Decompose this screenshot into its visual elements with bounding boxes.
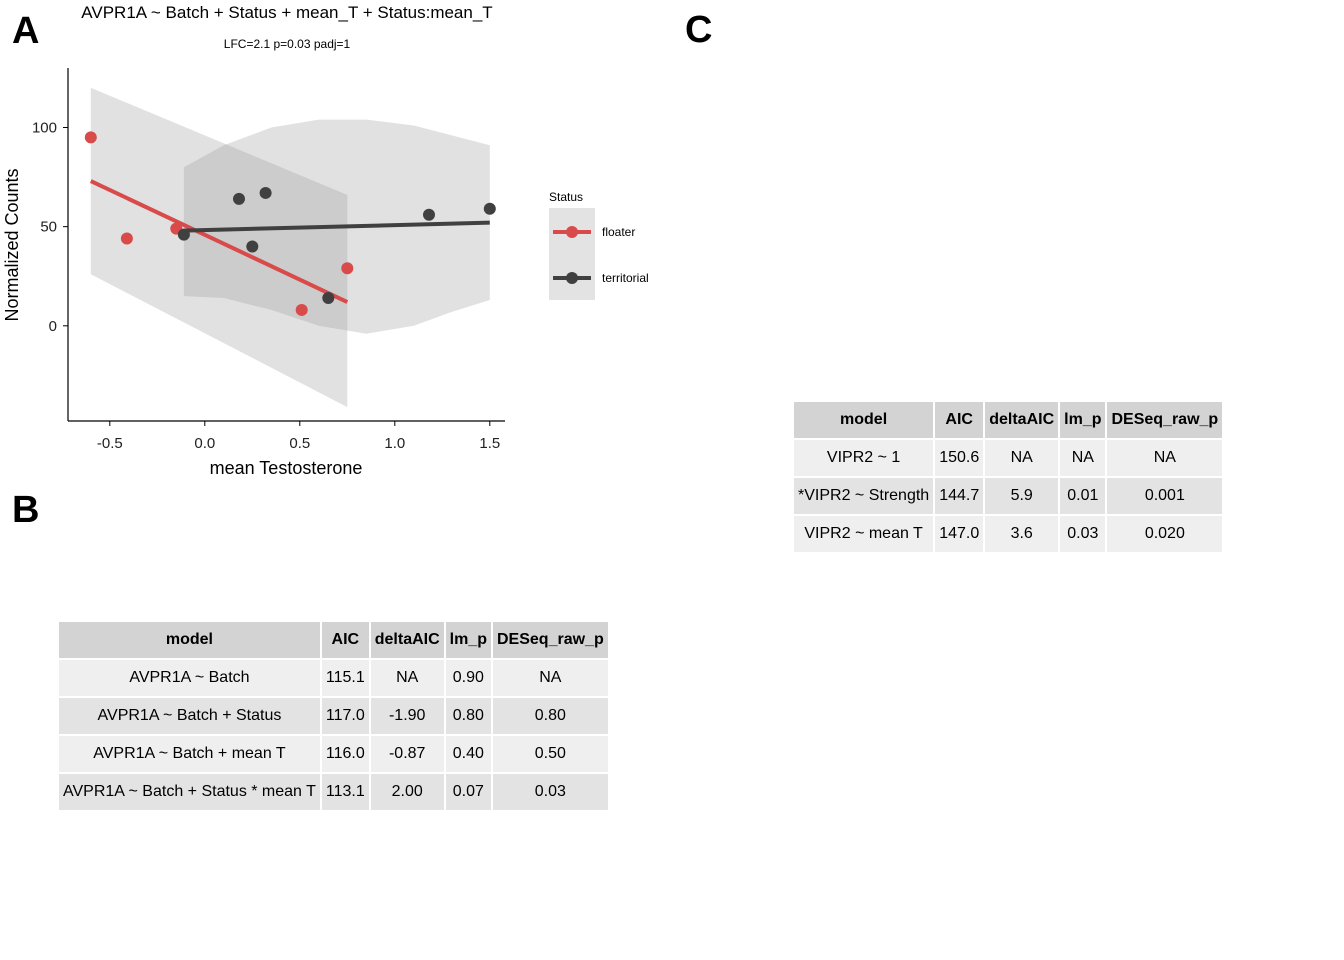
x-axis-label: mean Testosterone xyxy=(210,458,363,478)
table-cell: 0.80 xyxy=(445,698,491,734)
data-point-territorial xyxy=(483,202,496,215)
table-cell: 0.50 xyxy=(493,736,608,772)
table-cell: 0.07 xyxy=(445,774,491,810)
legend-label-floater: floater xyxy=(602,225,635,239)
table-cell: 115.1 xyxy=(321,660,369,696)
table-cell: -1.90 xyxy=(370,698,444,734)
column-header: AIC xyxy=(935,402,984,438)
panel-label-b: B xyxy=(12,489,40,531)
table-cell: 147.0 xyxy=(935,516,984,552)
table-cell: 0.020 xyxy=(1107,516,1223,552)
table-cell: 0.40 xyxy=(445,736,491,772)
table-cell: 0.01 xyxy=(1060,478,1106,514)
data-point-territorial xyxy=(233,192,245,205)
table-cell: VIPR2 ~ mean T xyxy=(794,516,934,552)
table-row: AVPR1A ~ Batch + Status * mean T 113.1 2.0… xyxy=(59,774,608,810)
scatter-chart: AVPR1A ~ Batch + Status + mean_T + Statu… xyxy=(2,3,649,478)
table-cell: -0.87 xyxy=(370,736,444,772)
table-cell: 144.7 xyxy=(935,478,984,514)
data-point-territorial xyxy=(246,240,259,253)
x-tick-label: 0.0 xyxy=(194,435,215,452)
table-row: VIPR2 ~ mean T 147.0 3.6 0.03 0.020 xyxy=(794,516,1223,552)
legend-point-floater xyxy=(566,226,578,238)
confidence-band-floater xyxy=(90,87,348,408)
x-tick-label: 1.5 xyxy=(479,435,500,452)
panel-label-a: A xyxy=(12,10,40,52)
legend-label-territorial: territorial xyxy=(602,271,649,285)
table-cell: NA xyxy=(493,660,608,696)
table-cell: AVPR1A ~ Batch + Status * mean T xyxy=(59,774,320,810)
table-cell: 0.001 xyxy=(1107,478,1223,514)
column-header: deltaAIC xyxy=(985,402,1059,438)
column-header: model xyxy=(794,402,934,438)
table-cell: AVPR1A ~ Batch + Status xyxy=(59,698,320,734)
data-point-floater xyxy=(120,232,133,245)
y-tick-label: 100 xyxy=(32,119,57,136)
table-row: AVPR1A ~ Batch 115.1 NA 0.90 NA xyxy=(59,660,608,696)
data-point-floater xyxy=(341,262,354,275)
table-header-row: model AIC deltaAIC lm_p DESeq_raw_p xyxy=(794,402,1223,438)
column-header: lm_p xyxy=(445,622,491,658)
data-point-territorial xyxy=(177,228,190,241)
table-cell: AVPR1A ~ Batch + mean T xyxy=(59,736,320,772)
x-tick-label: 0.5 xyxy=(289,435,310,452)
table-row: VIPR2 ~ 1 150.6 NA NA NA xyxy=(794,440,1223,476)
fit-line-territorial xyxy=(183,220,490,233)
column-header: DESeq_raw_p xyxy=(493,622,608,658)
column-header: lm_p xyxy=(1060,402,1106,438)
table-cell: 2.00 xyxy=(370,774,444,810)
table-cell: NA xyxy=(1060,440,1106,476)
legend-title: Status xyxy=(549,190,583,204)
column-header: DESeq_raw_p xyxy=(1107,402,1223,438)
table-cell: 0.03 xyxy=(493,774,608,810)
table-row: AVPR1A ~ Batch + mean T 116.0 -0.87 0.40 0.5… xyxy=(59,736,608,772)
table-cell: VIPR2 ~ 1 xyxy=(794,440,934,476)
table-header-row: model AIC deltaAIC lm_p DESeq_raw_p xyxy=(59,622,608,658)
table-cell: NA xyxy=(985,440,1059,476)
column-header: AIC xyxy=(321,622,369,658)
data-point-territorial xyxy=(423,208,435,221)
table-cell: 5.9 xyxy=(985,478,1059,514)
legend-key-bg xyxy=(549,208,595,300)
chart-subtitle: LFC=2.1 p=0.03 padj=1 xyxy=(224,37,351,51)
chart-title: AVPR1A ~ Batch + Status + mean_T + Statu… xyxy=(81,3,492,22)
column-header: model xyxy=(59,622,320,658)
table-cell: 0.90 xyxy=(445,660,491,696)
legend: Status floater territorial xyxy=(549,190,649,300)
table-cell: 0.80 xyxy=(493,698,608,734)
table-cell: 3.6 xyxy=(985,516,1059,552)
table-cell: 113.1 xyxy=(321,774,369,810)
table-cell: 0.03 xyxy=(1060,516,1106,552)
y-axis-label: Normalized Counts xyxy=(2,168,22,321)
data-point-territorial xyxy=(259,186,272,199)
table-cell: 117.0 xyxy=(321,698,369,734)
fit-line-floater xyxy=(89,179,349,304)
table-cell: NA xyxy=(1107,440,1223,476)
column-header: deltaAIC xyxy=(370,622,444,658)
table-cell: *VIPR2 ~ Strength xyxy=(794,478,934,514)
model-comparison-table-c: model AIC deltaAIC lm_p DESeq_raw_p VIPR2 ~ … xyxy=(792,400,1224,554)
model-comparison-table-b: model AIC deltaAIC lm_p DESeq_raw_p AVPR1A ~… xyxy=(57,620,610,812)
data-point-floater xyxy=(295,303,308,316)
y-tick-label: 50 xyxy=(40,219,57,236)
data-point-territorial xyxy=(322,292,335,305)
table-row: AVPR1A ~ Batch + Status 117.0 -1.90 0.80 0.8… xyxy=(59,698,608,734)
x-tick-label: 1.0 xyxy=(384,435,405,452)
table-cell: NA xyxy=(370,660,444,696)
table-cell: AVPR1A ~ Batch xyxy=(59,660,320,696)
y-tick-label: 0 xyxy=(49,318,57,335)
x-tick-label: -0.5 xyxy=(97,435,123,452)
legend-point-territorial xyxy=(566,272,578,284)
table-row: *VIPR2 ~ Strength 144.7 5.9 0.01 0.001 xyxy=(794,478,1223,514)
table-cell: 150.6 xyxy=(935,440,984,476)
table-cell: 116.0 xyxy=(321,736,369,772)
panel-label-c: C xyxy=(685,9,713,51)
data-point-floater xyxy=(84,131,97,144)
